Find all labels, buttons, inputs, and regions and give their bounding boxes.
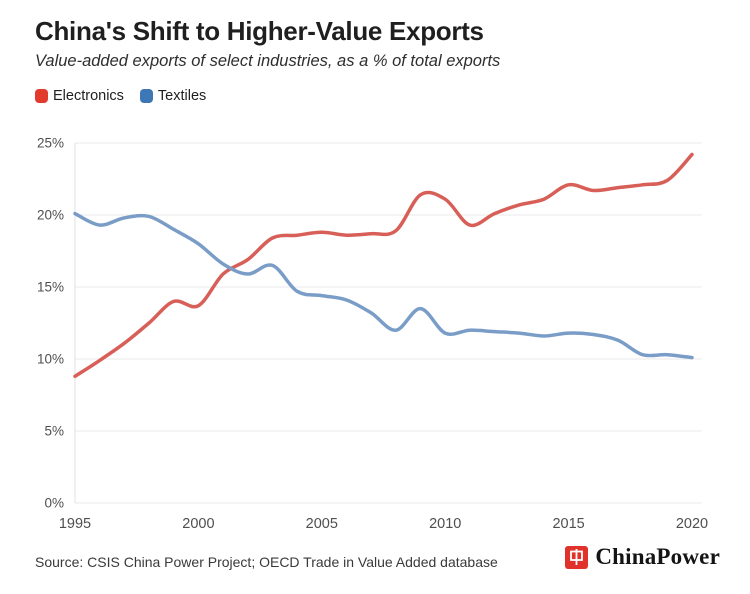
y-tick-label: 10% (37, 352, 64, 367)
x-tick-label: 2010 (429, 516, 461, 532)
chinapower-logo: ChinaPower (565, 544, 720, 570)
page-title: China's Shift to Higher-Value Exports (35, 16, 484, 46)
zhong-glyph-icon (570, 548, 584, 565)
y-tick-label: 0% (44, 496, 64, 511)
x-tick-label: 1995 (59, 516, 91, 532)
logo-text: ChinaPower (595, 544, 720, 569)
gridlines (75, 142, 702, 504)
textiles-swatch-icon (139, 89, 153, 103)
y-tick-label: 5% (44, 424, 64, 439)
textiles-line (73, 211, 694, 360)
legend: Electronics Textiles (35, 88, 206, 104)
legend-label-electronics: Electronics (53, 88, 124, 104)
electronics-line (73, 152, 694, 379)
y-axis-labels: 0% 5% 10% 15% 20% 25% (37, 136, 64, 511)
legend-item-textiles: Textiles (139, 88, 207, 104)
source-text: Source: CSIS China Power Project; OECD T… (35, 554, 498, 570)
x-tick-label: 2005 (306, 516, 338, 532)
electronics-swatch-icon (35, 89, 48, 103)
x-tick-label: 2000 (182, 516, 214, 532)
y-tick-label: 25% (37, 136, 64, 151)
page-subtitle: Value-added exports of select industries… (35, 52, 501, 70)
y-tick-label: 15% (37, 280, 64, 295)
legend-label-textiles: Textiles (157, 88, 207, 104)
x-tick-label: 2020 (676, 516, 708, 532)
legend-item-electronics: Electronics (35, 88, 124, 104)
chart-area: 0% 5% 10% 15% 20% 25% 1995 2000 2005 2010 2015 2020 (37, 136, 708, 532)
y-tick-label: 20% (37, 208, 64, 223)
x-tick-label: 2015 (552, 516, 584, 532)
zhong-seal-icon (565, 545, 589, 569)
x-axis-labels: 1995 2000 2005 2010 2015 2020 (59, 516, 708, 532)
